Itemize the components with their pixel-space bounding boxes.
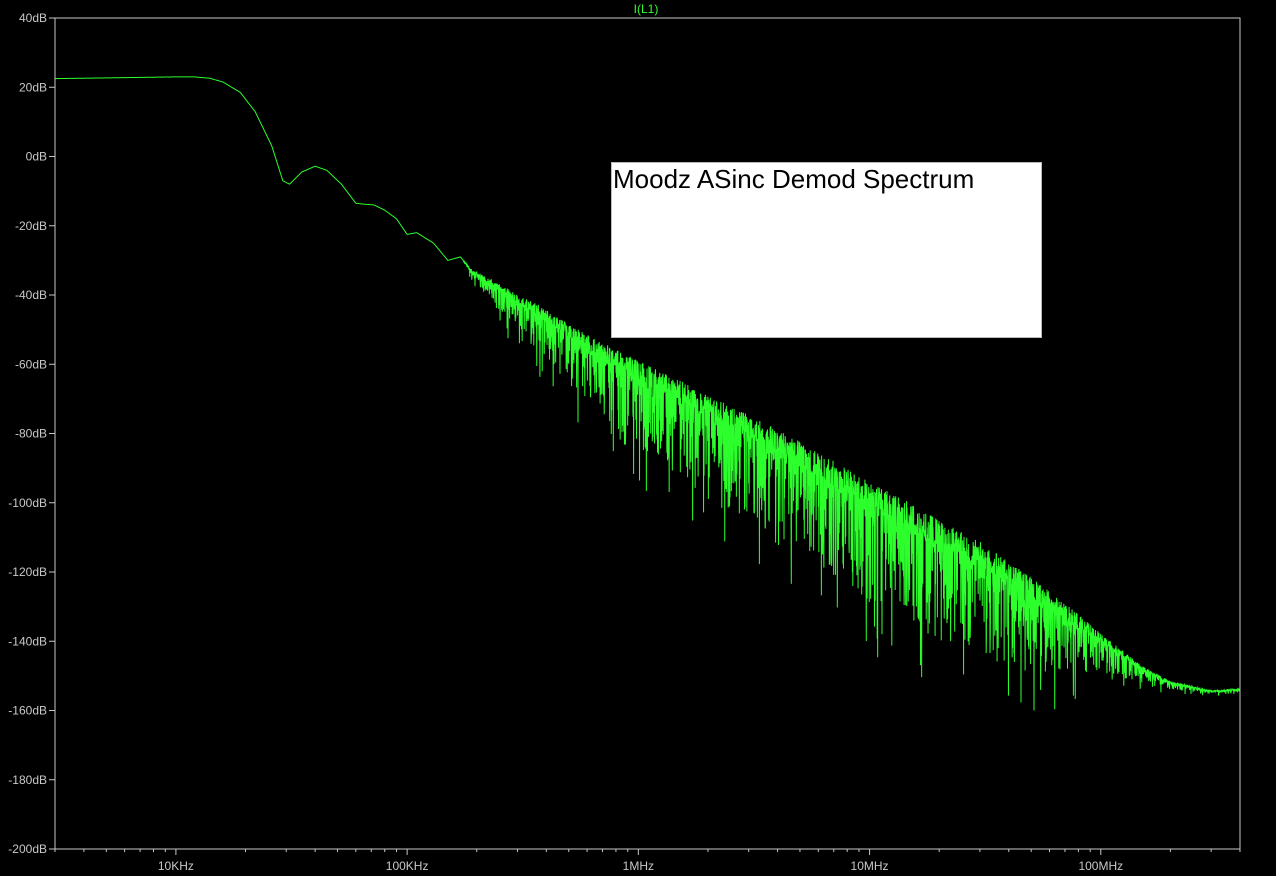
annotation-box[interactable]: Moodz ASinc Demod Spectrum bbox=[611, 162, 1042, 338]
y-tick-label: -20dB bbox=[15, 219, 47, 233]
y-tick-label: -140dB bbox=[8, 634, 47, 648]
x-tick-label: 10MHz bbox=[851, 859, 889, 873]
y-tick-label: 40dB bbox=[19, 11, 47, 25]
y-tick-label: 0dB bbox=[26, 150, 47, 164]
x-tick-label: 10KHz bbox=[158, 859, 194, 873]
y-tick-label: -120dB bbox=[8, 565, 47, 579]
y-tick-label: -60dB bbox=[15, 357, 47, 371]
trace-group bbox=[55, 76, 1241, 711]
y-axis: 40dB 20dB 0dB -20dB -40dB -60dB -80dB -100dB -12… bbox=[8, 11, 55, 856]
plot-frame[interactable] bbox=[54, 17, 1241, 850]
y-tick-label: -200dB bbox=[8, 842, 47, 856]
trace-i-l1[interactable] bbox=[55, 76, 1241, 711]
y-tick-label: -160dB bbox=[8, 704, 47, 718]
y-tick-label: -180dB bbox=[8, 773, 47, 787]
x-tick-label: 100KHz bbox=[386, 859, 429, 873]
trace-title[interactable]: I(L1) bbox=[634, 2, 659, 16]
y-tick-label: 20dB bbox=[19, 80, 47, 94]
x-axis: 10KHz 100KHz 1MHz 10MHz 100MHz bbox=[54, 849, 1241, 873]
y-tick-label: -80dB bbox=[15, 427, 47, 441]
y-tick-label: -100dB bbox=[8, 496, 47, 510]
annotation-text: Moodz ASinc Demod Spectrum bbox=[613, 164, 975, 194]
x-tick-label: 100MHz bbox=[1078, 859, 1123, 873]
y-tick-label: -40dB bbox=[15, 288, 47, 302]
x-tick-label: 1MHz bbox=[623, 859, 654, 873]
